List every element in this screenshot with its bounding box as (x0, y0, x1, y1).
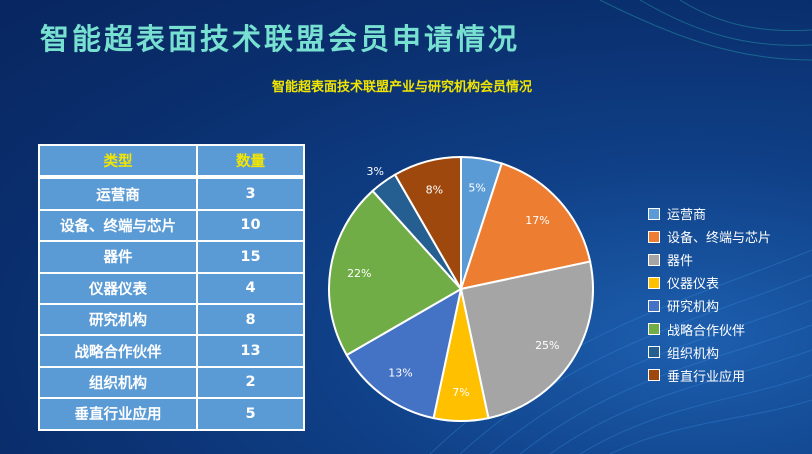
row-type-cell: 仪器仪表 (38, 271, 198, 305)
page-title: 智能超表面技术联盟会员申请情况 (40, 22, 521, 56)
row-count-cell: 3 (196, 176, 305, 211)
legend-swatch (648, 323, 660, 336)
pie-slice-5 (345, 287, 463, 420)
table-row: 战略合作伙伴 13 (38, 334, 305, 368)
row-count-cell: 4 (196, 271, 305, 305)
member-count-table: 类型 数量 运营商 3 设备、终端与芯片 10 器件 15 仪器仪表 4 研究机构 8 战… (38, 143, 305, 431)
row-type-cell: 器件 (38, 240, 198, 274)
row-count-cell: 8 (196, 302, 305, 337)
legend-swatch (648, 207, 660, 220)
legend-label: 战略合作伙伴 (667, 323, 746, 339)
pie-data-label-3: 25% (535, 339, 559, 352)
legend-item-2: 设备、终端与芯片 (648, 225, 771, 248)
pie-slice-2 (459, 162, 592, 291)
legend-swatch (648, 253, 660, 266)
row-type-cell: 设备、终端与芯片 (38, 208, 198, 243)
legend-swatch (648, 230, 660, 243)
row-type-cell: 研究机构 (38, 302, 198, 337)
legend-swatch (648, 299, 660, 312)
table-row: 器件 15 (38, 240, 305, 274)
legend-item-1: 运营商 (648, 202, 771, 225)
pie-data-label-6: 22% (347, 267, 371, 280)
pie-data-label-2: 17% (525, 214, 549, 227)
legend-label: 垂直行业应用 (667, 369, 746, 385)
legend-label: 仪器仪表 (667, 277, 720, 293)
column-header-count: 数量 (196, 143, 305, 180)
row-count-cell: 15 (196, 240, 305, 274)
legend-label: 器件 (667, 254, 694, 270)
row-count-cell: 2 (196, 365, 305, 400)
legend-swatch (648, 369, 660, 382)
legend-label: 组织机构 (667, 346, 720, 362)
pie-slice-3 (459, 260, 595, 420)
row-count-cell: 10 (196, 208, 305, 243)
pie-data-label-7: 3% (366, 165, 383, 178)
table-row: 设备、终端与芯片 10 (38, 208, 305, 243)
pie-data-label-1: 5% (468, 181, 485, 194)
row-type-cell: 组织机构 (38, 365, 198, 400)
table-row: 仪器仪表 4 (38, 271, 305, 305)
legend-item-5: 研究机构 (648, 294, 771, 317)
legend-label: 运营商 (667, 208, 707, 224)
legend-item-6: 战略合作伙伴 (648, 317, 771, 340)
legend-item-8: 垂直行业应用 (648, 364, 771, 387)
chart-legend: 运营商设备、终端与芯片 器件仪器仪表研究机构战略合作伙伴 组织机构垂直行业应用 (648, 202, 771, 387)
legend-label: 设备、终端与芯片 (667, 231, 772, 247)
legend-swatch (648, 346, 660, 359)
chart-title: 智能超表面技术联盟产业与研究机构会员情况 (272, 80, 533, 95)
legend-item-7: 组织机构 (648, 341, 771, 364)
pie-slice-8 (393, 155, 462, 293)
pie-data-label-8: 8% (426, 184, 443, 197)
row-type-cell: 战略合作伙伴 (38, 334, 198, 368)
legend-item-4: 仪器仪表 (648, 271, 771, 294)
legend-label: 研究机构 (667, 300, 720, 316)
legend-item-3: 器件 (648, 248, 771, 271)
table-row: 组织机构 2 (38, 365, 305, 400)
row-count-cell: 5 (196, 397, 305, 431)
column-header-type: 类型 (38, 143, 198, 180)
table-row: 运营商 3 (38, 176, 305, 211)
pie-slice-6 (328, 189, 463, 357)
table-row: 研究机构 8 (38, 302, 305, 337)
table-row: 垂直行业应用 5 (38, 397, 305, 431)
row-type-cell: 运营商 (38, 176, 198, 211)
row-count-cell: 13 (196, 334, 305, 368)
pie-data-label-5: 13% (388, 366, 412, 379)
row-type-cell: 垂直行业应用 (38, 397, 198, 431)
legend-swatch (648, 276, 660, 289)
table-header-row: 类型 数量 (38, 143, 305, 180)
pie-data-label-4: 7% (452, 386, 469, 399)
